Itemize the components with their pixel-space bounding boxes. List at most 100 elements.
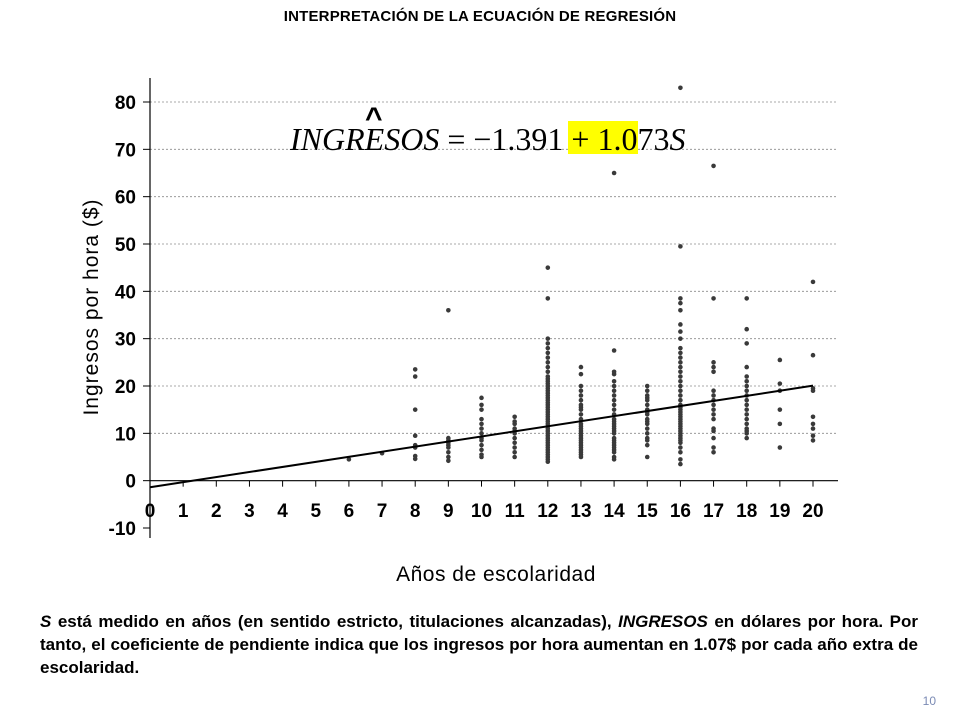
data-point bbox=[545, 355, 551, 360]
data-point bbox=[446, 458, 451, 464]
data-point bbox=[711, 445, 716, 450]
data-point bbox=[412, 433, 418, 439]
data-point bbox=[545, 369, 551, 375]
data-point bbox=[644, 393, 650, 398]
data-point bbox=[545, 360, 551, 365]
data-point bbox=[744, 412, 749, 417]
data-point bbox=[611, 383, 617, 389]
x-tick-label: 14 bbox=[604, 501, 626, 522]
data-point bbox=[644, 388, 650, 394]
data-point bbox=[744, 296, 749, 301]
data-point bbox=[711, 296, 716, 301]
data-point bbox=[412, 374, 418, 379]
regression-line bbox=[149, 384, 814, 489]
data-point bbox=[744, 402, 749, 408]
x-tick-labels: 0 1 2 3 4 5 6 7 8 9 10 11 12 13 14 15 16 17 18 19 20 bbox=[145, 480, 824, 522]
y-tick-label: -10 bbox=[109, 519, 136, 540]
y-tick-label: 30 bbox=[115, 330, 136, 351]
data-point bbox=[678, 378, 683, 384]
slide-title: INTERPRETACIÓN DE LA ECUACIÓN DE REGRESI… bbox=[283, 8, 677, 25]
data-point bbox=[744, 341, 749, 346]
data-point bbox=[678, 307, 683, 313]
data-point bbox=[744, 435, 749, 441]
data-point bbox=[611, 454, 617, 460]
data-point bbox=[644, 416, 650, 422]
y-tick-labels: -10 0 10 20 30 40 50 60 70 80 bbox=[109, 93, 150, 540]
data-point bbox=[479, 431, 484, 436]
data-point bbox=[479, 407, 484, 412]
data-point bbox=[678, 322, 683, 327]
x-tick-label: 6 bbox=[344, 501, 355, 522]
data-point bbox=[545, 350, 551, 356]
data-point bbox=[678, 369, 683, 375]
data-point bbox=[810, 414, 816, 420]
data-point bbox=[611, 348, 617, 353]
data-point bbox=[810, 352, 816, 358]
data-point bbox=[678, 374, 683, 379]
data-point bbox=[545, 265, 551, 270]
data-point bbox=[711, 407, 716, 412]
x-tick-label: 11 bbox=[505, 501, 526, 522]
data-point bbox=[744, 383, 749, 389]
axes bbox=[149, 78, 838, 538]
data-point bbox=[744, 378, 749, 384]
data-point bbox=[611, 397, 617, 403]
data-point bbox=[512, 454, 517, 460]
data-point bbox=[644, 426, 650, 431]
x-tick-label: 13 bbox=[570, 501, 591, 522]
data-point bbox=[512, 445, 517, 450]
data-point bbox=[678, 445, 683, 450]
data-point bbox=[678, 383, 683, 389]
x-tick-label: 2 bbox=[211, 501, 222, 522]
data-point bbox=[678, 244, 683, 249]
data-point bbox=[446, 454, 451, 460]
data-point bbox=[545, 336, 551, 341]
data-point bbox=[744, 397, 749, 403]
data-point bbox=[711, 388, 716, 394]
data-point bbox=[512, 440, 517, 446]
data-point bbox=[711, 402, 716, 408]
data-point bbox=[777, 445, 783, 450]
data-point bbox=[711, 412, 716, 417]
data-point bbox=[578, 371, 584, 377]
data-point bbox=[412, 407, 418, 412]
data-point bbox=[545, 341, 551, 346]
data-point bbox=[512, 426, 517, 431]
data-point bbox=[678, 350, 683, 356]
data-point bbox=[744, 388, 749, 394]
caption-text: S está medido en años (en sentido estric… bbox=[40, 612, 918, 677]
regression-equation: ^ INGRESOS = −1.391 + 1.073S bbox=[289, 102, 685, 157]
x-tick-label: 10 bbox=[471, 501, 492, 522]
x-tick-label: 5 bbox=[310, 501, 321, 522]
data-point bbox=[446, 307, 451, 313]
data-point bbox=[678, 345, 683, 351]
data-point bbox=[412, 453, 418, 459]
data-point bbox=[711, 393, 716, 398]
data-point bbox=[678, 355, 683, 360]
data-point bbox=[512, 414, 517, 420]
data-point bbox=[479, 442, 484, 448]
data-point bbox=[611, 407, 617, 412]
y-tick-label: 0 bbox=[125, 472, 136, 493]
x-tick-label: 7 bbox=[377, 501, 388, 522]
data-point bbox=[678, 360, 683, 365]
data-point bbox=[711, 364, 716, 370]
data-point bbox=[578, 383, 584, 389]
data-point bbox=[744, 326, 749, 332]
x-tick-label: 3 bbox=[244, 501, 255, 522]
data-point bbox=[446, 449, 451, 455]
data-point bbox=[578, 364, 584, 370]
equation-hat: ^ bbox=[365, 102, 383, 135]
y-tick-label: 20 bbox=[115, 377, 136, 398]
data-point bbox=[578, 421, 584, 427]
data-point bbox=[678, 364, 683, 370]
data-point bbox=[777, 407, 783, 412]
data-point bbox=[479, 426, 484, 431]
data-point bbox=[611, 369, 617, 375]
data-point bbox=[810, 438, 816, 443]
data-point bbox=[711, 449, 716, 455]
data-point bbox=[678, 393, 683, 398]
x-tick-label: 9 bbox=[443, 501, 454, 522]
data-point bbox=[744, 374, 749, 379]
data-point bbox=[644, 402, 650, 408]
